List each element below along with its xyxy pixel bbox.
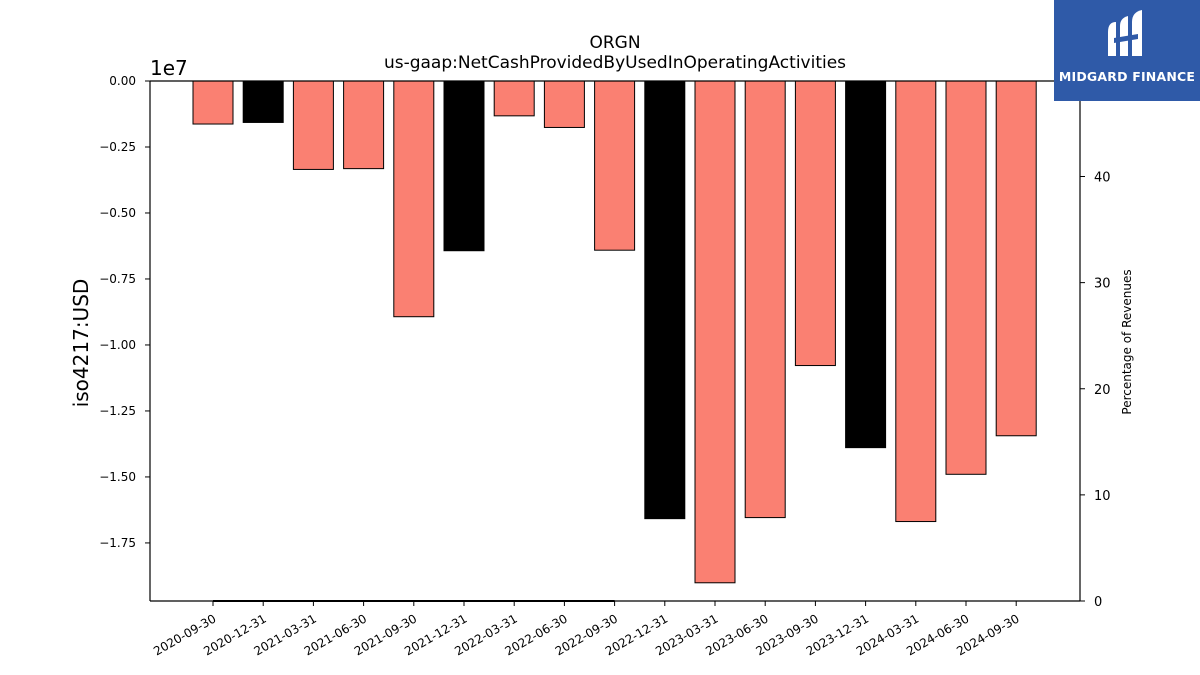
bar xyxy=(895,80,937,523)
bar xyxy=(393,80,435,318)
y-tick-label: −1.00 xyxy=(99,338,136,352)
y-tick-label: −1.50 xyxy=(99,470,136,484)
y-tick-label: 0.00 xyxy=(109,74,136,88)
y2-tick-label: 30 xyxy=(1094,277,1111,292)
y2-tick-label: 10 xyxy=(1094,489,1111,504)
y2-axis-label: Percentage of Revenues xyxy=(1120,269,1134,414)
bar xyxy=(845,80,887,449)
bar xyxy=(443,80,485,252)
bar xyxy=(192,80,234,125)
y2-tick-label: 20 xyxy=(1094,383,1111,398)
bar xyxy=(794,80,836,367)
y2-tick-label: 0 xyxy=(1094,595,1102,610)
midgard-finance-logo: MIDGARD FINANCE xyxy=(1054,0,1200,101)
y2-tick-label: 40 xyxy=(1094,171,1111,186)
bar xyxy=(543,80,585,128)
y-tick-label: −0.50 xyxy=(99,206,136,220)
y-axis-label: iso4217:USD xyxy=(69,279,93,408)
bar xyxy=(945,80,987,475)
bar xyxy=(493,80,535,117)
y-tick-label: −0.75 xyxy=(99,272,136,286)
bar xyxy=(744,80,786,519)
y-tick-label: −0.25 xyxy=(99,140,136,154)
midgard-logo-icon xyxy=(1108,10,1142,56)
bar xyxy=(292,80,334,170)
logo-text: MIDGARD FINANCE xyxy=(1058,69,1196,84)
bar xyxy=(694,80,736,584)
chart-title: ORGN xyxy=(589,33,640,53)
bar xyxy=(995,80,1037,437)
bar xyxy=(644,80,686,520)
y-offset-label: 1e7 xyxy=(150,56,188,80)
bar xyxy=(594,80,636,251)
bar xyxy=(343,80,385,170)
y-tick-label: −1.25 xyxy=(99,404,136,418)
chart-subtitle: us-gaap:NetCashProvidedByUsedInOperating… xyxy=(384,53,846,73)
y-tick-label: −1.75 xyxy=(99,536,136,550)
bar xyxy=(242,80,284,123)
